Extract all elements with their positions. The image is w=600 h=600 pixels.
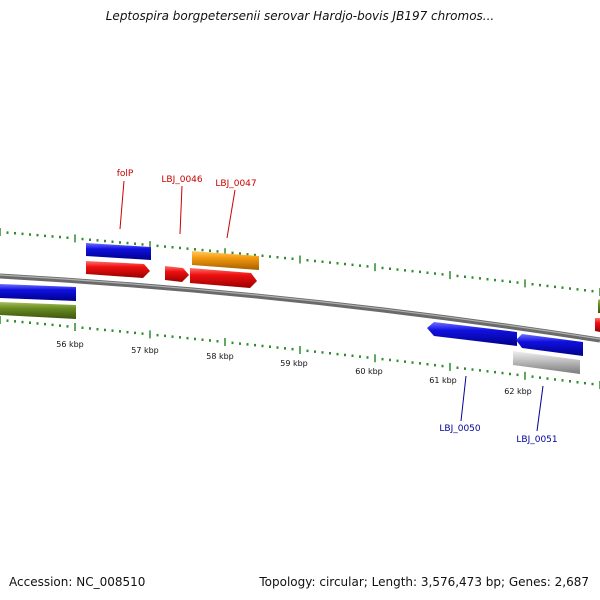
scale-label-61: 61 kbp (429, 376, 457, 385)
scale-label-56: 56 kbp (56, 340, 84, 349)
gene-label-LBJ_0051[interactable]: LBJ_0051 (516, 435, 557, 445)
gene-left-blue[interactable] (0, 284, 76, 301)
scale-ticks-bottom (0, 316, 600, 389)
scale-label-60: 60 kbp (355, 367, 383, 376)
accession-text: Accession: NC_008510 (9, 575, 146, 589)
leader-LBJ_0050 (460, 375, 467, 422)
leader-folP (119, 180, 125, 230)
leader-LBJ_0051 (536, 385, 544, 432)
genome-backbone (0, 273, 600, 343)
gene-LBJ_0051-blue[interactable] (516, 334, 583, 356)
gene-label-LBJ_0046[interactable]: LBJ_0046 (161, 175, 203, 185)
map-title: Leptospira borgpetersenii serovar Hardjo… (105, 9, 495, 23)
gene-LBJ_0050-blue[interactable] (427, 322, 517, 346)
leader-LBJ_0047 (226, 189, 236, 239)
gene-LBJ_0046-red[interactable] (165, 266, 189, 282)
gene-LBJ_0047-red[interactable] (190, 268, 257, 288)
gene-LBJ_0051-gray[interactable] (513, 351, 580, 374)
topology-summary: Topology: circular; Length: 3,576,473 bp… (259, 575, 589, 589)
genome-backbone-highlight (0, 274, 600, 340)
scale-label-59: 59 kbp (280, 359, 308, 368)
gene-label-LBJ_0047[interactable]: LBJ_0047 (215, 179, 256, 189)
gene-folP-red[interactable] (86, 261, 150, 278)
leader-LBJ_0046 (179, 185, 183, 235)
scale-ticks-top (0, 228, 600, 296)
gene-LBJ_0047-orange[interactable] (192, 251, 259, 270)
scale-label-62: 62 kbp (504, 387, 532, 396)
gene-label-folP[interactable]: folP (117, 169, 134, 179)
gene-right-red[interactable] (595, 318, 600, 332)
gene-folP-blue[interactable] (86, 243, 151, 260)
gene-left-green[interactable] (0, 302, 76, 319)
gene-label-LBJ_0050[interactable]: LBJ_0050 (439, 424, 481, 434)
scale-label-58: 58 kbp (206, 352, 234, 361)
scale-label-57: 57 kbp (131, 346, 159, 355)
